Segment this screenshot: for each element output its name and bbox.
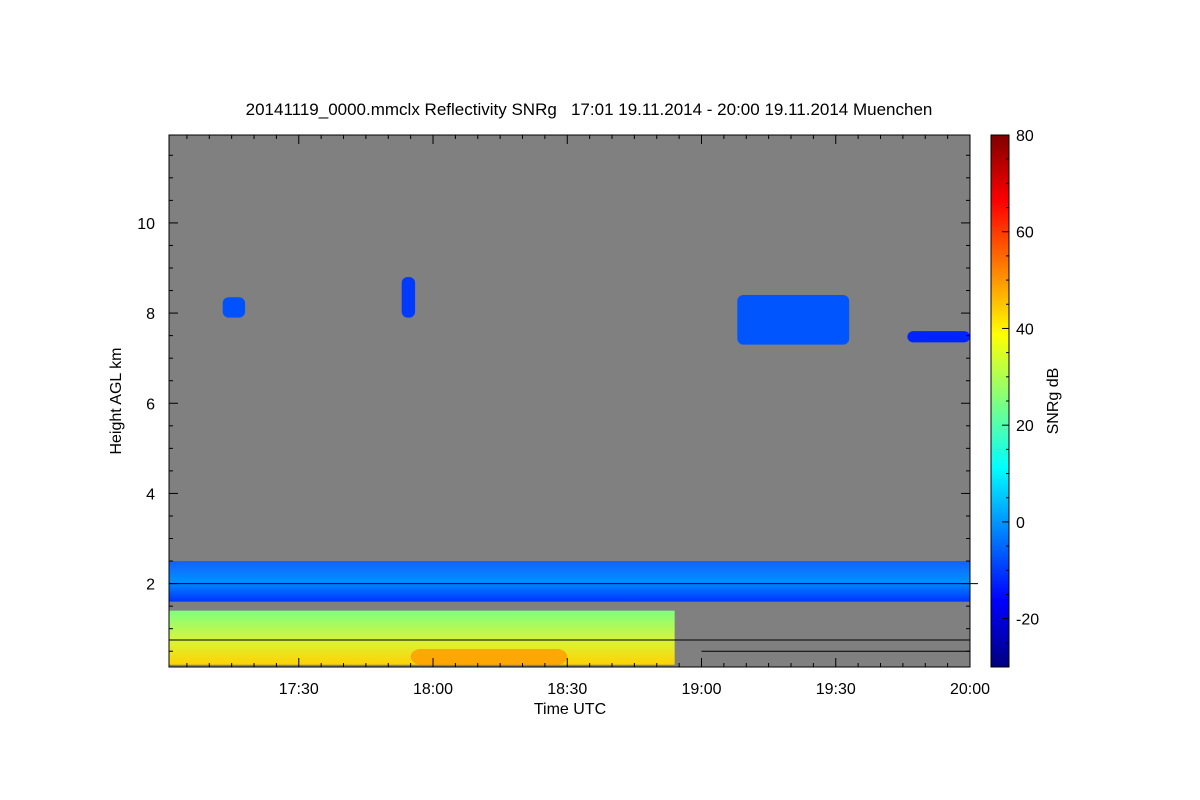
reference-lines [169,583,978,652]
x-tick-label: 18:00 [413,681,453,698]
y-tick-label: 2 [146,577,155,594]
x-tick-label: 20:00 [950,681,990,698]
x-tick-label: 18:30 [547,681,587,698]
colorbar-tick-label: 20 [1016,418,1034,435]
x-tick-label: 17:30 [279,681,319,698]
y-axis: 2 4 6 8 10 [137,154,970,652]
colorbar-tick-label: 60 [1016,225,1034,242]
colorbar-axis: -20 0 20 40 60 80 [1002,128,1039,668]
cloud-7.5km-d [907,331,970,343]
chart-title: 20141119_0000.mmclx Reflectivity SNRg 17… [246,100,933,119]
cloud-8km-b [401,277,416,318]
colorbar-label: SNRg dB [1045,368,1062,435]
cloud-layer-2km [169,561,970,602]
y-tick-label: 4 [146,486,155,503]
y-axis-label: Height AGL km [108,347,125,454]
colorbar-tick-label: -20 [1016,612,1039,629]
x-tick-label: 19:00 [681,681,721,698]
y-tick-label: 6 [146,396,155,413]
colorbar-tick-label: 80 [1016,128,1034,145]
x-tick-label: 19:30 [816,681,856,698]
plot-frame [168,134,971,668]
y-tick-label: 10 [137,216,155,233]
cloud-8km-a [222,297,246,318]
y-tick-label: 8 [146,306,155,323]
colorbar-tick-label: 0 [1016,515,1025,532]
colorbar-tick-label: 40 [1016,321,1034,338]
x-axis-label: Time UTC [534,701,606,718]
x-axis: 17:30 18:00 18:30 19:00 19:30 20:00 [186,135,990,698]
cloud-8km-c [737,295,850,345]
boundary-layer-core [410,648,568,665]
echo-features [169,277,970,665]
